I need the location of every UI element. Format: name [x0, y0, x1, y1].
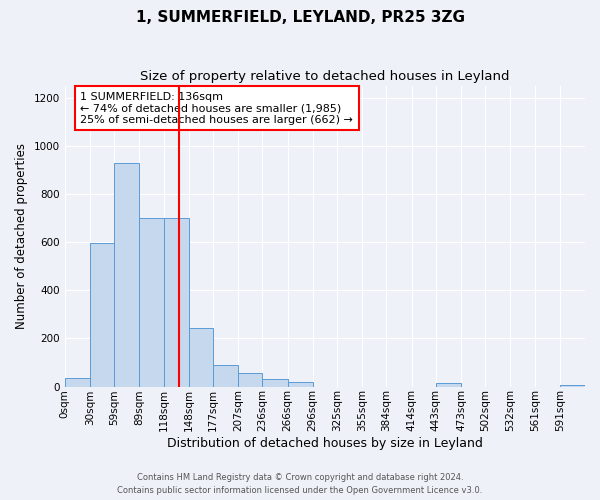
Bar [213, 365, 238, 386]
Bar [65, 378, 90, 386]
Bar [436, 383, 461, 386]
Bar [262, 380, 287, 386]
Bar [90, 244, 114, 386]
Bar [114, 162, 139, 386]
Y-axis label: Number of detached properties: Number of detached properties [15, 143, 28, 329]
Text: 1, SUMMERFIELD, LEYLAND, PR25 3ZG: 1, SUMMERFIELD, LEYLAND, PR25 3ZG [136, 10, 464, 25]
Bar [164, 218, 188, 386]
X-axis label: Distribution of detached houses by size in Leyland: Distribution of detached houses by size … [167, 437, 483, 450]
Text: 1 SUMMERFIELD: 136sqm
← 74% of detached houses are smaller (1,985)
25% of semi-d: 1 SUMMERFIELD: 136sqm ← 74% of detached … [80, 92, 353, 125]
Title: Size of property relative to detached houses in Leyland: Size of property relative to detached ho… [140, 70, 509, 83]
Bar [188, 328, 213, 386]
Bar [287, 382, 313, 386]
Bar [139, 218, 164, 386]
Bar [238, 374, 262, 386]
Text: Contains HM Land Registry data © Crown copyright and database right 2024.
Contai: Contains HM Land Registry data © Crown c… [118, 473, 482, 495]
